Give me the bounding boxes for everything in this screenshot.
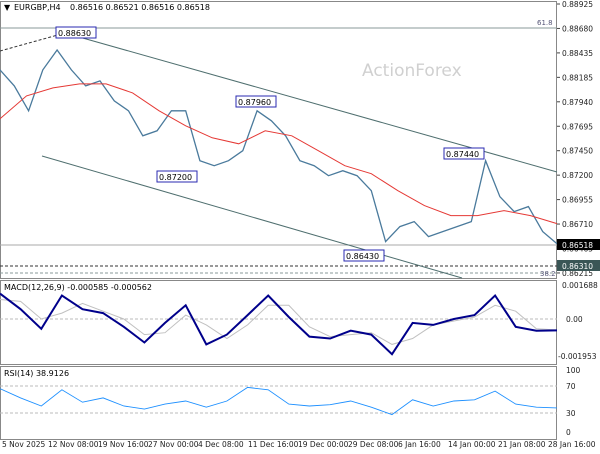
time-tick-label: 19 Nov 16:00 bbox=[98, 440, 149, 449]
time-tick-label: 4 Dec 08:00 bbox=[198, 440, 244, 449]
price-tick-label: 0.86215 bbox=[562, 269, 593, 278]
rsi-axis-100: 100 bbox=[566, 366, 581, 375]
time-tick-label: 14 Jan 00:00 bbox=[448, 440, 496, 449]
macd-axis-zero: 0.00 bbox=[566, 315, 583, 324]
annotation-label: 0.88630 bbox=[58, 29, 91, 38]
rsi-label: RSI(14) 38.9126 bbox=[4, 369, 69, 378]
price-tick-label: 0.86955 bbox=[562, 196, 593, 205]
moving-average-series bbox=[0, 83, 558, 225]
annotation-label: 0.86430 bbox=[346, 252, 379, 261]
price-tick-label: 0.87450 bbox=[562, 147, 593, 156]
rsi-axis-0: 0 bbox=[566, 428, 571, 437]
rsi-axis-30: 30 bbox=[566, 409, 576, 418]
annotation-1: 0.87960 bbox=[235, 95, 277, 108]
macd-label: MACD(12,26,9) -0.000585 -0.000562 bbox=[4, 283, 152, 292]
time-tick-label: 11 Dec 16:00 bbox=[248, 440, 299, 449]
time-tick-label: 28 Jan 16:00 bbox=[548, 440, 596, 449]
price-tick-label: 0.87695 bbox=[562, 122, 593, 131]
symbol-label: EURGBP,H4 bbox=[14, 3, 61, 12]
price-tick-label: 0.87940 bbox=[562, 98, 593, 107]
macd-panel bbox=[0, 280, 557, 365]
price-tick-label: 0.87200 bbox=[562, 171, 593, 180]
rsi-series bbox=[0, 386, 558, 416]
price-tick-label: 0.86710 bbox=[562, 220, 593, 229]
rsi-panel bbox=[0, 366, 557, 440]
price-panel bbox=[0, 1, 557, 279]
channel-lower-line[interactable] bbox=[41, 155, 463, 279]
annotation-label: 0.87960 bbox=[238, 98, 271, 107]
dashed-trendline[interactable] bbox=[0, 32, 66, 52]
support-price-value: 0.86310 bbox=[562, 262, 593, 271]
price-tick-label: 0.88925 bbox=[562, 0, 593, 9]
support-price-tag bbox=[557, 260, 600, 271]
time-tick-label: 6 Jan 16:00 bbox=[398, 440, 441, 449]
price-tick-label: 0.88185 bbox=[562, 73, 593, 82]
price-axis: 0.88925 0.88680 0.88435 0.88185 0.87940 0.876… bbox=[557, 0, 593, 278]
annotation-4: 0.86430 bbox=[343, 249, 385, 262]
annotation-2: 0.87200 bbox=[156, 170, 198, 183]
ohlc-values: 0.86516 0.86521 0.86516 0.86518 bbox=[70, 3, 210, 12]
fib-618-label: 61.8 bbox=[537, 19, 553, 27]
macd-series bbox=[0, 292, 558, 356]
macd-axis-max: 0.001688 bbox=[562, 281, 598, 290]
time-tick-label: 29 Dec 08:00 bbox=[348, 440, 399, 449]
annotation-0: 0.88630 bbox=[55, 26, 97, 39]
annotation-label: 0.87440 bbox=[446, 150, 479, 159]
current-price-tag bbox=[557, 239, 600, 250]
time-tick-label: 12 Nov 08:00 bbox=[48, 440, 99, 449]
price-tick-label: 0.88435 bbox=[562, 49, 593, 58]
current-price-value: 0.86518 bbox=[562, 241, 593, 250]
time-tick-label: 27 Nov 00:00 bbox=[148, 440, 199, 449]
time-tick-label: 19 Dec 00:00 bbox=[298, 440, 349, 449]
rsi-axis-70: 70 bbox=[566, 382, 576, 391]
watermark: ActionForex bbox=[362, 61, 462, 81]
annotation-3: 0.87440 bbox=[443, 147, 485, 160]
time-axis: 5 Nov 2025 12 Nov 08:00 19 Nov 16:00 27 Nov… bbox=[2, 440, 596, 449]
macd-axis-min: -0.001953 bbox=[558, 352, 597, 361]
time-tick-label: 5 Nov 2025 bbox=[2, 440, 45, 449]
annotation-label: 0.87200 bbox=[159, 173, 192, 182]
fib-382-label: 38.2 bbox=[540, 270, 556, 278]
price-tick-label: 0.88680 bbox=[562, 24, 593, 33]
collapse-arrow-icon[interactable]: ▼ bbox=[4, 3, 11, 12]
time-tick-label: 21 Jan 08:00 bbox=[498, 440, 546, 449]
